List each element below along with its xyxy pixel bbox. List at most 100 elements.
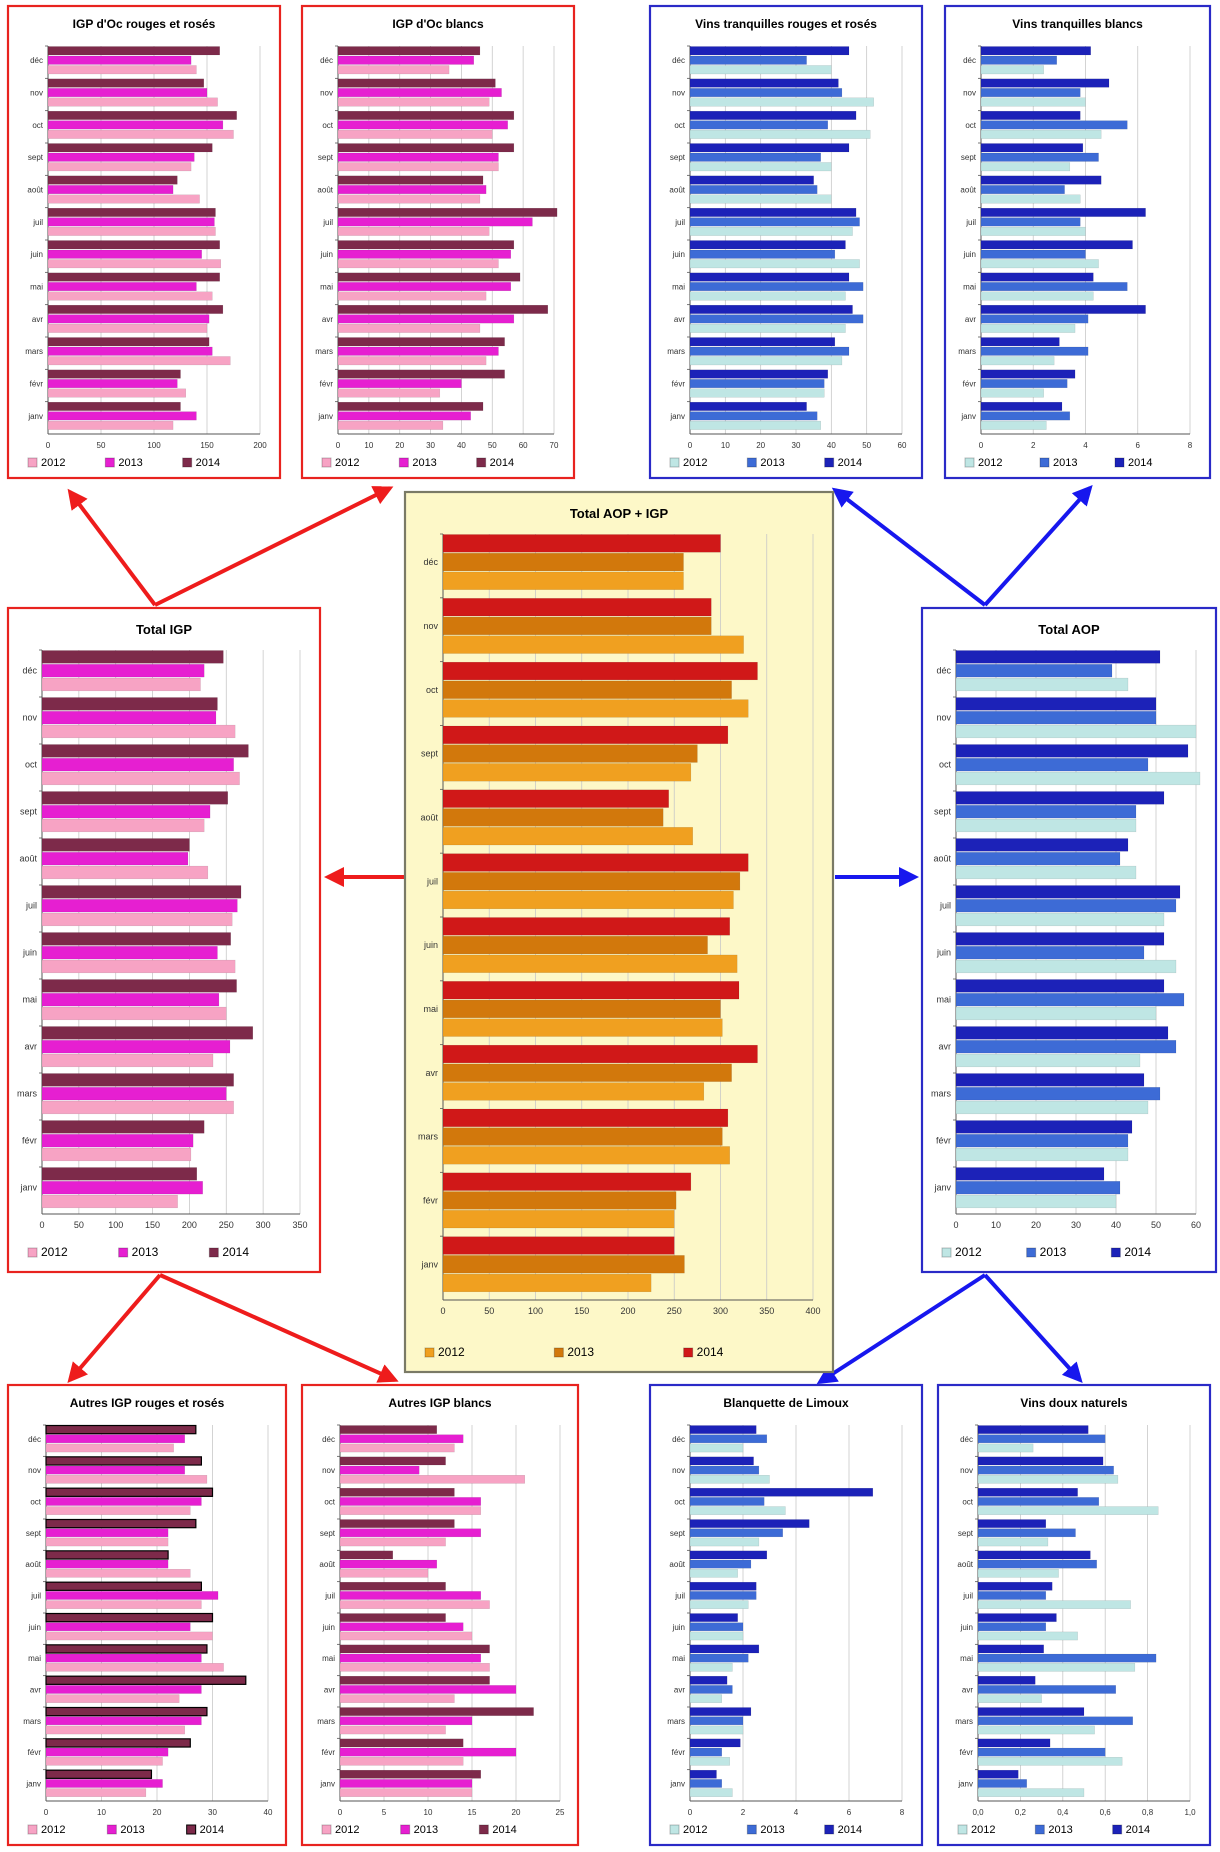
bar-2012-févr: [442, 1210, 675, 1229]
legend-swatch-2014: [476, 457, 487, 468]
legend-swatch-2014: [824, 457, 835, 468]
y-tick-label: déc: [423, 557, 438, 567]
bar-2013-sept: [977, 1528, 1076, 1538]
bar-2012-oct: [41, 771, 240, 786]
bar-2014-juin: [689, 240, 846, 250]
legend-label-2014: 2014: [196, 457, 220, 469]
legend-swatch-2013: [118, 1247, 129, 1258]
legend-label-2013: 2013: [567, 1345, 594, 1359]
x-tick-label: 100: [528, 1306, 543, 1316]
legend-swatch-2014: [1114, 457, 1125, 468]
x-tick-label: 0,6: [1100, 1808, 1112, 1817]
bar-2012-mars: [955, 1100, 1149, 1115]
legend-label-2012: 2012: [335, 1824, 359, 1836]
bar-2014-mars: [977, 1707, 1085, 1716]
y-tick-label: mai: [30, 283, 43, 292]
legend-label-2012: 2012: [683, 457, 707, 469]
legend-swatch-2014: [824, 1824, 835, 1835]
y-tick-label: févr: [936, 1136, 951, 1146]
bar-2012-juil: [337, 226, 490, 236]
chart-panel-autres_blancs: Autres IGP blancs 0 5 10 15 20 25 déc nov oct sept…: [300, 1383, 580, 1847]
x-tick-label: 20: [512, 1808, 521, 1817]
y-tick-label: oct: [324, 1497, 335, 1506]
bar-2014-janv: [41, 1167, 198, 1181]
bar-2013-mars: [689, 1716, 744, 1726]
bar-2014-sept: [689, 143, 850, 153]
bar-2014-oct: [955, 744, 1189, 758]
y-tick-label: mars: [418, 1132, 438, 1142]
bar-2013-oct: [442, 680, 732, 699]
y-tick-label: nov: [960, 1466, 973, 1475]
bar-2013-mars: [41, 1087, 227, 1101]
x-tick-label: 0: [44, 1808, 49, 1817]
bar-2014-mars: [47, 337, 210, 347]
x-tick-label: 150: [145, 1220, 160, 1230]
bar-2012-avr: [689, 1694, 722, 1703]
bar-2014-oct: [337, 110, 515, 120]
y-tick-label: oct: [322, 121, 333, 130]
bar-2014-janv: [442, 1236, 675, 1255]
y-tick-label: févr: [30, 380, 44, 389]
bar-2012-déc: [45, 1443, 174, 1453]
bar-2012-oct: [337, 129, 493, 139]
bar-2013-mars: [47, 346, 213, 356]
bar-2014-sept: [977, 1519, 1047, 1528]
y-tick-label: juin: [320, 250, 333, 259]
bar-2012-déc: [689, 65, 832, 75]
bar-2013-août: [955, 852, 1121, 866]
bar-2012-nov: [337, 97, 490, 107]
bar-2014-janv: [689, 401, 807, 411]
bar-2013-déc: [47, 55, 192, 65]
bar-2012-mai: [45, 1663, 224, 1672]
bar-2013-déc: [980, 55, 1057, 65]
chart-title: Total AOP: [1038, 622, 1100, 637]
y-tick-label: oct: [30, 1497, 41, 1506]
bar-2014-mai: [41, 979, 237, 993]
y-tick-label: oct: [25, 760, 38, 770]
legend-label-2012: 2012: [955, 1245, 982, 1259]
y-tick-label: févr: [22, 1136, 37, 1146]
bar-2012-janv: [47, 420, 174, 430]
bar-2012-févr: [339, 1757, 464, 1766]
legend-label-2012: 2012: [971, 1824, 995, 1836]
y-tick-label: oct: [965, 121, 976, 130]
legend-swatch-2014: [182, 457, 193, 468]
bar-2014-août: [977, 1550, 1091, 1560]
y-tick-label: janv: [957, 1779, 973, 1788]
bar-2013-déc: [977, 1434, 1106, 1444]
bar-2012-oct: [980, 129, 1102, 139]
bar-2013-oct: [41, 758, 234, 772]
bar-2013-juin: [47, 249, 202, 259]
legend-label-2013: 2013: [414, 1824, 438, 1836]
legend-swatch-2014: [1110, 1247, 1121, 1258]
x-tick-label: 6: [1136, 441, 1141, 450]
bar-2014-nov: [689, 1456, 754, 1466]
bar-2013-août: [41, 852, 189, 866]
bar-2012-mai: [339, 1663, 490, 1672]
y-tick-label: déc: [936, 666, 951, 676]
legend-swatch-2012: [964, 457, 975, 468]
x-tick-label: 0: [688, 441, 693, 450]
bar-2014-févr: [337, 369, 505, 379]
y-tick-label: mars: [317, 1717, 335, 1726]
legend-label-2014: 2014: [838, 1824, 862, 1836]
x-tick-label: 150: [200, 441, 214, 450]
y-tick-label: déc: [22, 666, 37, 676]
x-tick-label: 20: [1031, 1220, 1041, 1230]
bar-2012-nov: [977, 1475, 1119, 1484]
chart-title: Vins tranquilles rouges et rosés: [695, 17, 877, 31]
y-tick-label: nov: [30, 89, 43, 98]
y-tick-label: mars: [955, 1717, 973, 1726]
bar-2013-oct: [689, 1497, 765, 1506]
x-tick-label: 350: [292, 1220, 307, 1230]
x-tick-label: 0: [688, 1808, 693, 1817]
y-tick-label: sept: [20, 807, 38, 817]
bar-2013-oct: [337, 120, 508, 130]
y-tick-label: mai: [28, 1654, 41, 1663]
y-tick-label: déc: [672, 1435, 685, 1444]
x-tick-label: 40: [827, 441, 836, 450]
bar-2013-juin: [980, 249, 1086, 259]
legend-label-2014: 2014: [200, 1824, 224, 1836]
bar-2012-juin: [955, 959, 1177, 974]
y-tick-label: avr: [962, 1685, 973, 1694]
